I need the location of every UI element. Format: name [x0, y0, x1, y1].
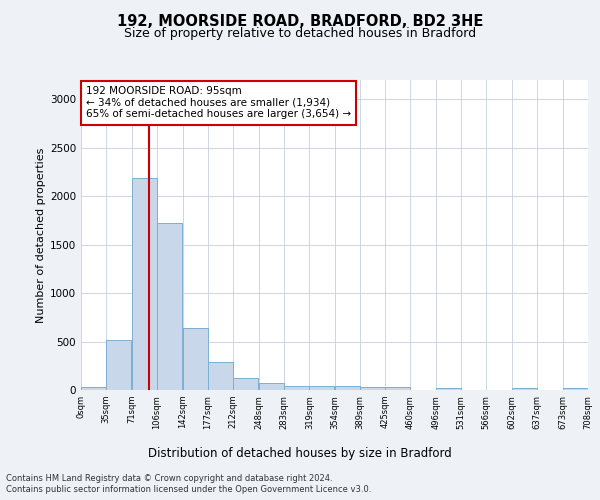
- Text: 192, MOORSIDE ROAD, BRADFORD, BD2 3HE: 192, MOORSIDE ROAD, BRADFORD, BD2 3HE: [117, 14, 483, 29]
- Text: Size of property relative to detached houses in Bradford: Size of property relative to detached ho…: [124, 28, 476, 40]
- Bar: [81, 387, 106, 390]
- Text: Contains HM Land Registry data © Crown copyright and database right 2024.: Contains HM Land Registry data © Crown c…: [6, 474, 332, 483]
- Bar: [436, 388, 461, 390]
- Bar: [208, 362, 233, 390]
- Bar: [359, 387, 385, 390]
- Bar: [182, 328, 208, 390]
- Bar: [259, 383, 284, 390]
- Text: Contains public sector information licensed under the Open Government Licence v3: Contains public sector information licen…: [6, 485, 371, 494]
- Bar: [233, 378, 258, 390]
- Bar: [385, 387, 410, 390]
- Bar: [310, 386, 335, 390]
- Y-axis label: Number of detached properties: Number of detached properties: [36, 148, 46, 322]
- Text: 192 MOORSIDE ROAD: 95sqm
← 34% of detached houses are smaller (1,934)
65% of sem: 192 MOORSIDE ROAD: 95sqm ← 34% of detach…: [86, 86, 351, 120]
- Bar: [335, 386, 359, 390]
- Text: Distribution of detached houses by size in Bradford: Distribution of detached houses by size …: [148, 448, 452, 460]
- Bar: [132, 178, 157, 390]
- Bar: [284, 386, 309, 390]
- Bar: [106, 340, 131, 390]
- Bar: [563, 388, 588, 390]
- Bar: [512, 388, 537, 390]
- Bar: [157, 224, 182, 390]
